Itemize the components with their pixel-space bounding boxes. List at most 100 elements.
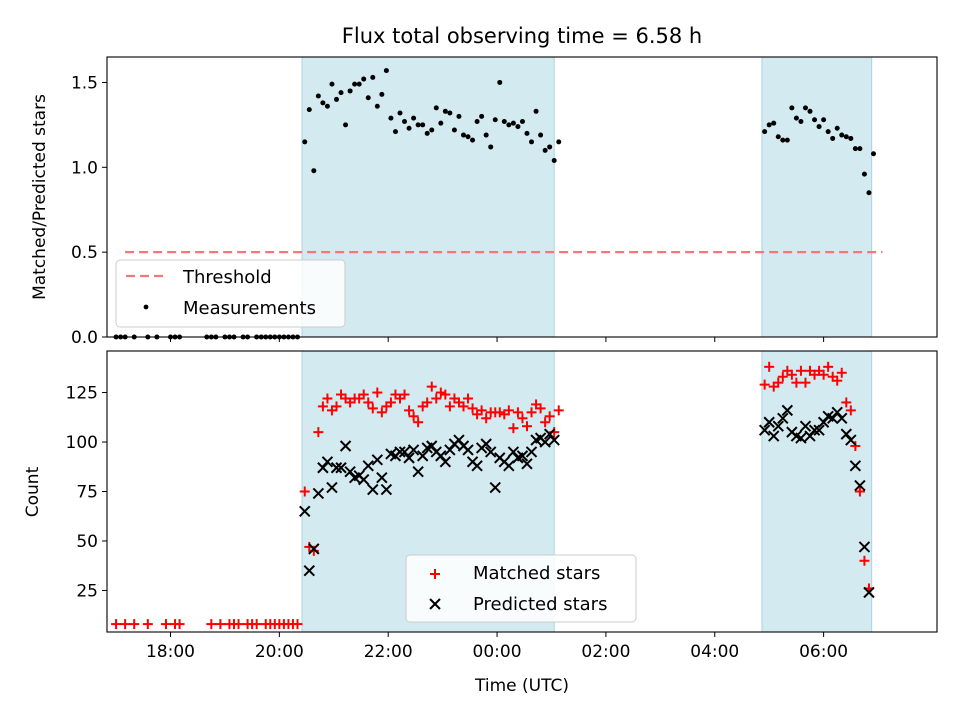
x-marker-b: [358, 473, 370, 486]
measurement-point: [474, 118, 480, 124]
measurement-point: [370, 74, 376, 80]
x-marker-b: [781, 404, 794, 417]
x-marker-b: [808, 424, 821, 436]
x-marker-b: [339, 440, 352, 452]
matched-star-point: [494, 407, 505, 418]
matched-star-point: [786, 369, 797, 380]
predicted-star-point: [362, 460, 374, 472]
matched-star-point: [367, 403, 378, 414]
bottom-legend: Matched stars Predicted stars: [405, 554, 637, 623]
predicted-star-point: [335, 462, 347, 474]
matched-star-point: [526, 407, 537, 418]
matched-star-point: [553, 405, 564, 416]
measurement-point: [497, 79, 503, 85]
measurement-point: [320, 100, 326, 106]
measurement-points: [113, 68, 877, 340]
matched-star-point: [841, 397, 852, 408]
x-marker-b: [416, 450, 429, 462]
x-marker-b: [863, 586, 875, 599]
matched-star-point: [413, 417, 424, 428]
x-marker-b: [854, 479, 866, 492]
predicted-star-point: [795, 432, 807, 444]
measurement-point: [343, 122, 349, 128]
x-marker-b: [407, 444, 420, 456]
matched-star-point: [764, 361, 775, 372]
matched-star-point: [508, 423, 519, 434]
x-marker-b: [790, 430, 803, 442]
measurement-point: [465, 134, 471, 140]
x-tick-label: 22:00: [364, 642, 413, 662]
top-shaded-spans: [301, 56, 873, 338]
predicted-star-point: [380, 483, 393, 496]
x-marker-b: [303, 564, 315, 577]
matched-star-point: [481, 413, 492, 424]
measurement-point: [551, 158, 557, 164]
predicted-star-point: [525, 446, 538, 458]
measurement-point: [843, 134, 849, 140]
predicted-star-point: [849, 460, 862, 472]
predicted-star-point: [845, 434, 857, 446]
matched-star-point: [111, 619, 122, 630]
y-tick-label: 100: [66, 433, 98, 453]
measurement-point: [306, 107, 312, 113]
measurement-point: [533, 108, 539, 114]
x-tick-label: 18:00: [146, 642, 195, 662]
x-marker-b: [480, 438, 492, 450]
measurement-point: [848, 135, 854, 141]
measurement-point: [825, 129, 831, 135]
x-marker-b: [489, 481, 501, 494]
x-marker-b: [376, 471, 388, 484]
measurement-point: [830, 135, 836, 141]
matched-star-point: [120, 619, 131, 630]
x-marker-b: [799, 420, 812, 432]
predicted-star-point: [312, 487, 325, 500]
measurement-point: [460, 132, 466, 138]
x-marker-b: [380, 483, 393, 496]
x-marker-b: [548, 434, 560, 446]
matched-star-point: [463, 393, 474, 404]
x-tick-label: 06:00: [799, 642, 848, 662]
x-marker-b: [462, 444, 474, 456]
measurement-point: [816, 124, 822, 130]
matched-star-point: [215, 619, 226, 630]
x-marker-b: [330, 462, 343, 474]
x-marker-b: [772, 420, 784, 432]
measurement-point: [798, 118, 804, 124]
matched-star-point: [791, 377, 802, 388]
measurement-point: [438, 120, 444, 126]
measurement-point: [347, 88, 353, 94]
matched-star-point: [854, 486, 865, 497]
matched-star-point: [832, 375, 843, 386]
x-tick-label: 04:00: [690, 642, 739, 662]
matched-star-point: [859, 555, 870, 566]
measurement-point: [812, 117, 818, 123]
predicted-star-point: [503, 460, 515, 472]
predicted-star-point: [777, 412, 789, 424]
measurement-point: [771, 120, 777, 126]
matched-star-point: [174, 619, 185, 630]
measurement-point: [383, 68, 389, 74]
x-marker-b: [435, 450, 447, 462]
matched-star-point: [408, 411, 419, 422]
matched-star-point: [540, 417, 551, 428]
x-tick-label: 02:00: [581, 642, 630, 662]
x-marker-b: [795, 432, 807, 444]
predicted-star-points: [299, 404, 875, 599]
matched-star-point: [535, 403, 546, 414]
matched-star-point: [845, 405, 856, 416]
measurement-point: [524, 130, 530, 136]
measurement-point: [406, 125, 412, 131]
measurement-point: [479, 113, 485, 119]
predicted-star-point: [836, 412, 848, 424]
measurement-point: [488, 144, 494, 150]
measurement-point: [483, 132, 489, 138]
x-marker-b: [768, 430, 780, 442]
predicted-star-point: [439, 456, 452, 468]
measurement-point: [821, 117, 827, 123]
x-marker-b: [543, 428, 556, 440]
legend-threshold-label: Threshold: [182, 267, 272, 288]
matched-star-point: [503, 405, 514, 416]
matched-star-point: [800, 377, 811, 388]
matched-star-point: [476, 405, 487, 416]
legend-matched-label: Matched stars: [473, 563, 600, 584]
